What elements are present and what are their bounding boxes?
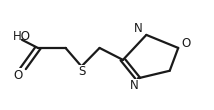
Text: N: N <box>130 79 139 92</box>
Text: O: O <box>13 69 22 82</box>
Text: N: N <box>134 22 143 35</box>
Text: S: S <box>78 65 85 78</box>
Text: O: O <box>181 37 190 50</box>
Text: HO: HO <box>12 30 30 43</box>
